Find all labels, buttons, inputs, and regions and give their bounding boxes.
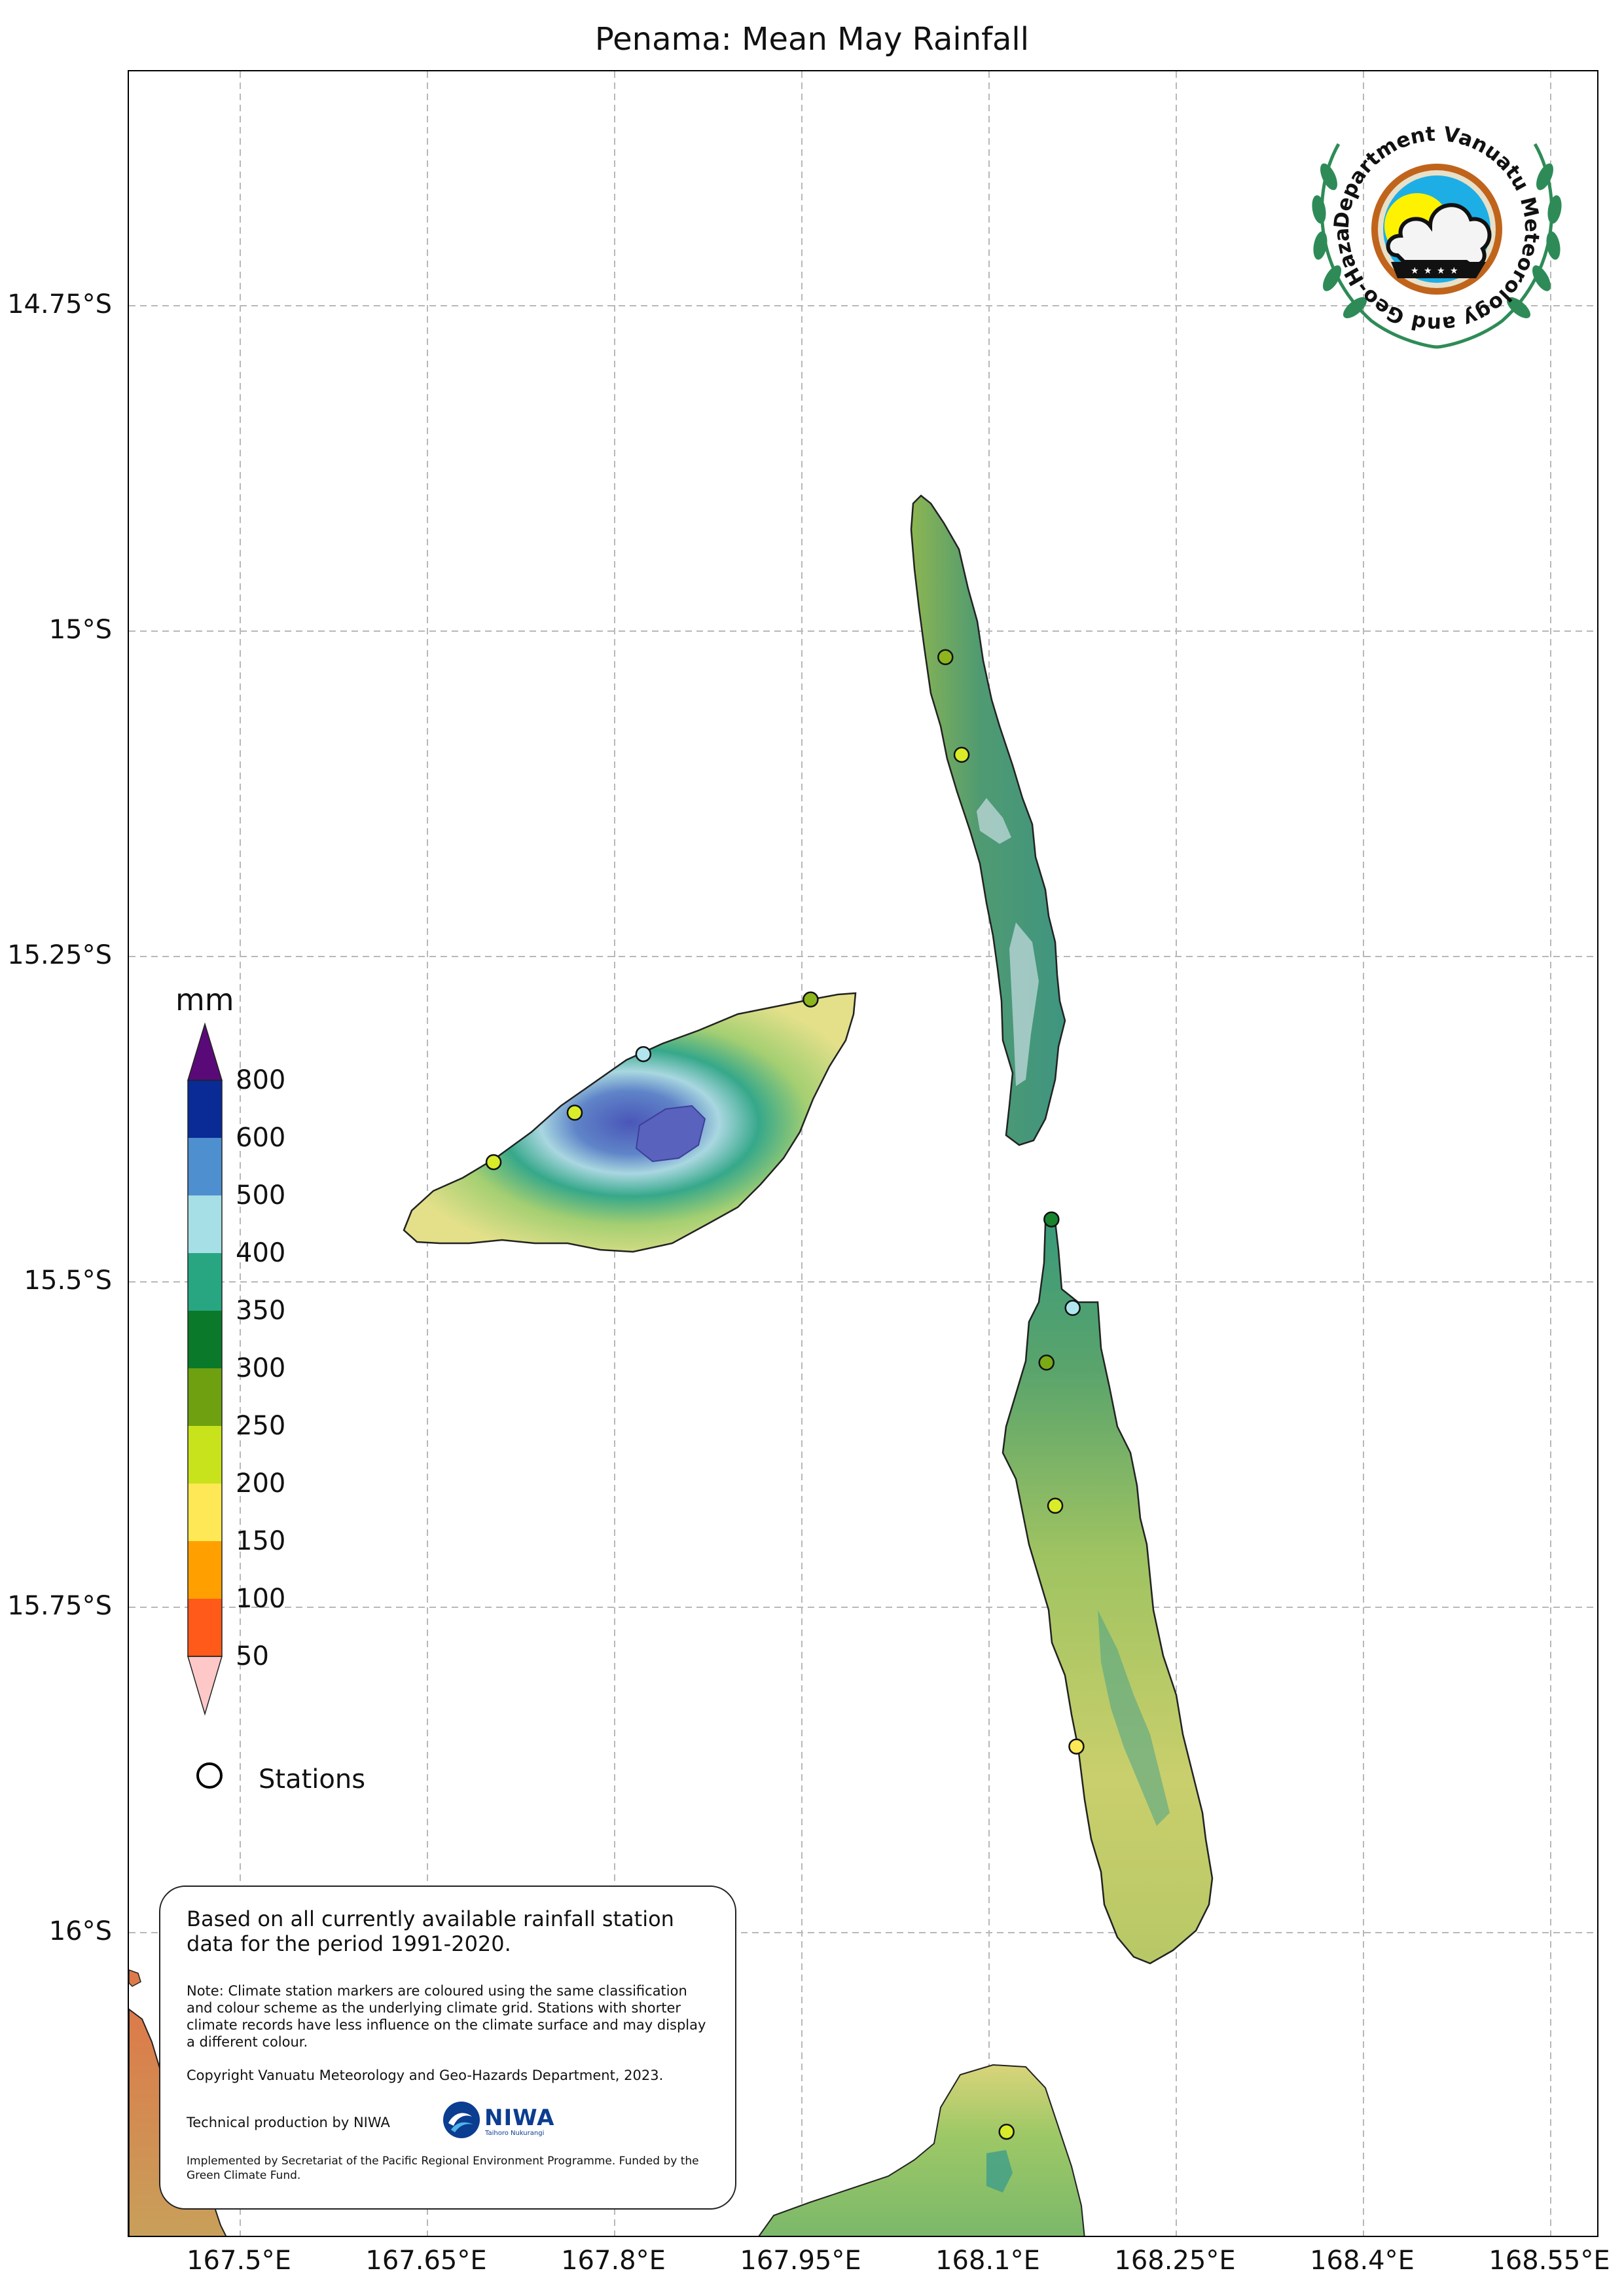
lat-tick-label: 15.25°S (7, 940, 112, 970)
station-marker[interactable] (1043, 1211, 1060, 1228)
colorbar-tick-label: 150 (236, 1526, 286, 1556)
station-marker[interactable] (998, 2123, 1015, 2140)
laurel-wreath-icon (1320, 143, 1554, 349)
niwa-logo-subtext: Taihoro Nukurangi (485, 2130, 545, 2137)
station-marker[interactable] (566, 1104, 583, 1121)
lon-tick-label: 168.1°E (935, 2246, 1040, 2276)
lon-tick-label: 168.25°E (1114, 2246, 1236, 2276)
colorbar-tick-label: 300 (236, 1353, 286, 1383)
lon-tick-label: 168.55°E (1489, 2246, 1610, 2276)
colorbar-tick-label: 100 (236, 1584, 286, 1614)
station-marker[interactable] (1064, 1300, 1081, 1317)
niwa-wave-icon (443, 2102, 480, 2138)
info-copyright: Copyright Vanuatu Meteorology and Geo-Ha… (187, 2068, 664, 2083)
station-marker[interactable] (937, 649, 954, 666)
station-marker[interactable] (635, 1046, 652, 1063)
colorbar-tick-label: 500 (236, 1180, 286, 1211)
colorbar-tick-label: 200 (236, 1468, 286, 1499)
colorbar-band (188, 1253, 222, 1311)
legend-unit: mm (175, 982, 234, 1017)
station-legend-marker (196, 1762, 223, 1789)
station-markers (485, 649, 1085, 2140)
lon-tick-label: 168.4°E (1310, 2246, 1415, 2276)
svg-text:★: ★ (1450, 266, 1458, 276)
colorbar-band (188, 1368, 222, 1426)
map-frame[interactable] (128, 70, 1598, 2237)
lon-tick-label: 167.65°E (365, 2246, 487, 2276)
svg-text:★: ★ (1437, 266, 1445, 276)
station-marker[interactable] (803, 991, 819, 1008)
colorbar-band (188, 1080, 222, 1138)
info-box (159, 1886, 736, 2210)
colorbar-band (188, 1311, 222, 1368)
svg-text:★: ★ (1411, 266, 1419, 276)
colorbar-band (188, 1484, 222, 1541)
colorbar-over-extension (187, 1023, 223, 1081)
lat-tick-label: 14.75°S (7, 289, 112, 319)
colorbar-band (188, 1426, 222, 1484)
colorbar-tick-label: 600 (236, 1123, 286, 1153)
island-ambae (403, 992, 857, 1253)
info-note: Note: Climate station markers are colour… (187, 1983, 706, 2050)
ambrym-peak (986, 2150, 1013, 2193)
map-title: Penama: Mean May Rainfall (594, 21, 1030, 58)
maewo-highlands (977, 798, 1039, 1086)
colorbar-tick-label: 400 (236, 1238, 286, 1268)
colorbar-tick-label: 50 (236, 1641, 269, 1671)
vmgd-logo: Department Vanuatu Meteorology and Geo-H… (1299, 98, 1562, 349)
colorbar-tick-label: 350 (236, 1296, 286, 1326)
colorbar-tick-label: 250 (236, 1411, 286, 1441)
niwa-logo-text: NIWA (484, 2105, 555, 2131)
colorbar-tick-label: 800 (236, 1065, 286, 1095)
lat-tick-label: 15°S (48, 615, 112, 645)
station-legend-label: Stations (259, 1764, 366, 1795)
svg-text:★: ★ (1424, 266, 1432, 276)
colorbar-band (188, 1541, 222, 1599)
info-technical: Technical production by NIWA (187, 2115, 390, 2130)
colorbar-band (188, 1599, 222, 1656)
lon-tick-label: 167.5°E (187, 2246, 291, 2276)
map-canvas[interactable] (129, 71, 1598, 2237)
lon-tick-label: 167.8°E (561, 2246, 666, 2276)
island-pentecost (1001, 1220, 1214, 1965)
station-marker[interactable] (1047, 1497, 1064, 1514)
lat-tick-label: 15.75°S (7, 1591, 112, 1621)
station-marker[interactable] (953, 746, 970, 763)
colorbar-under-extension (187, 1656, 223, 1716)
station-marker[interactable] (485, 1154, 502, 1171)
lat-tick-label: 16°S (48, 1916, 112, 1946)
ambae-crater-lake (635, 1104, 706, 1163)
island-ambrym (758, 2064, 1085, 2236)
islet-santo-west (129, 1969, 141, 1987)
niwa-logo: NIWA Taihoro Nukurangi (442, 2100, 573, 2145)
lat-tick-label: 15.5°S (24, 1266, 112, 1296)
info-implemented: Implemented by Secretariat of the Pacifi… (187, 2155, 699, 2182)
colorbar (187, 1023, 223, 1716)
station-marker[interactable] (1038, 1355, 1055, 1371)
lon-tick-label: 167.95°E (740, 2246, 861, 2276)
cloud-icon (1386, 203, 1492, 267)
info-main-text: Based on all currently available rainfal… (187, 1906, 674, 1956)
station-marker[interactable] (1068, 1738, 1085, 1755)
colorbar-band (188, 1138, 222, 1195)
pentecost-uplands (1098, 1610, 1170, 1826)
colorbar-band (188, 1195, 222, 1253)
